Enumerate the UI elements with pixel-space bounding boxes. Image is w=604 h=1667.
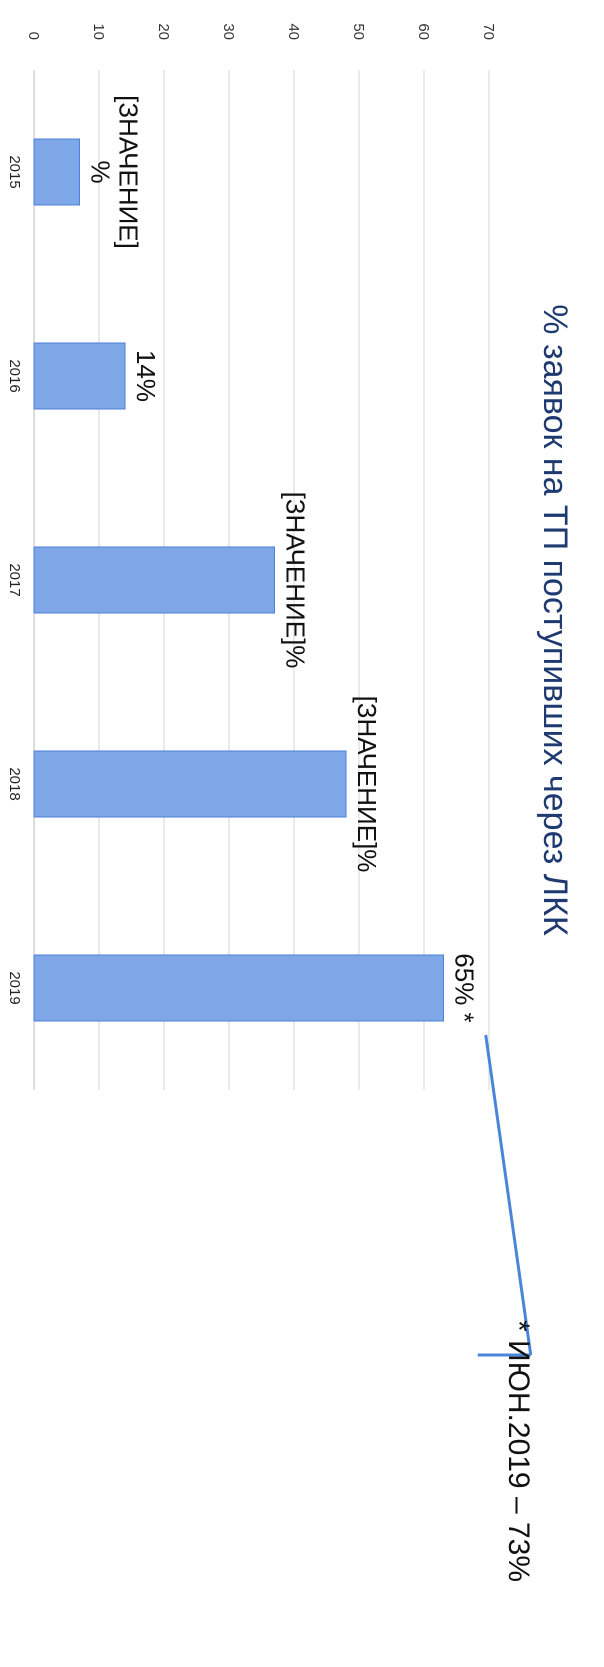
bar (33, 750, 347, 818)
bar (33, 546, 275, 614)
category-label: 2016 (6, 359, 23, 392)
y-tick-label: 0 (25, 32, 42, 40)
bar (33, 342, 126, 410)
bar (33, 138, 80, 206)
footnote: * ИЮН.2019 – 73% (502, 1320, 535, 1582)
data-label: 14% (131, 350, 161, 402)
y-tick-label: 10 (90, 23, 107, 40)
y-tick-label: 70 (480, 23, 497, 40)
bars (33, 138, 444, 1022)
chart-title: % заявок на ТП поступивших через ЛКК (536, 304, 574, 936)
data-labels: [ЗНАЧЕНИЕ]% 14% [ЗНАЧЕНИЕ]% [ЗНАЧЕНИЕ]% 65% … (86, 95, 480, 1023)
data-label: 65% * (450, 953, 480, 1022)
y-tick-label: 20 (155, 23, 172, 40)
callout-line (477, 1034, 533, 1357)
y-tick-label: 60 (415, 23, 432, 40)
data-label: [ЗНАЧЕНИЕ]% (86, 95, 144, 249)
y-tick-label: 50 (350, 23, 367, 40)
data-label: [ЗНАЧЕНИЕ]% (281, 492, 311, 669)
category-label: 2018 (6, 767, 23, 800)
category-label: 2017 (6, 563, 23, 596)
y-axis-ticks: 0 10 20 30 40 50 60 70 (25, 23, 497, 40)
y-tick-label: 30 (220, 23, 237, 40)
bar (33, 954, 444, 1022)
data-label: [ЗНАЧЕНИЕ]% (352, 696, 382, 873)
category-labels: 2015 2016 2017 2018 2019 (6, 155, 23, 1004)
y-tick-label: 40 (285, 23, 302, 40)
category-label: 2015 (6, 155, 23, 188)
category-label: 2019 (6, 971, 23, 1004)
